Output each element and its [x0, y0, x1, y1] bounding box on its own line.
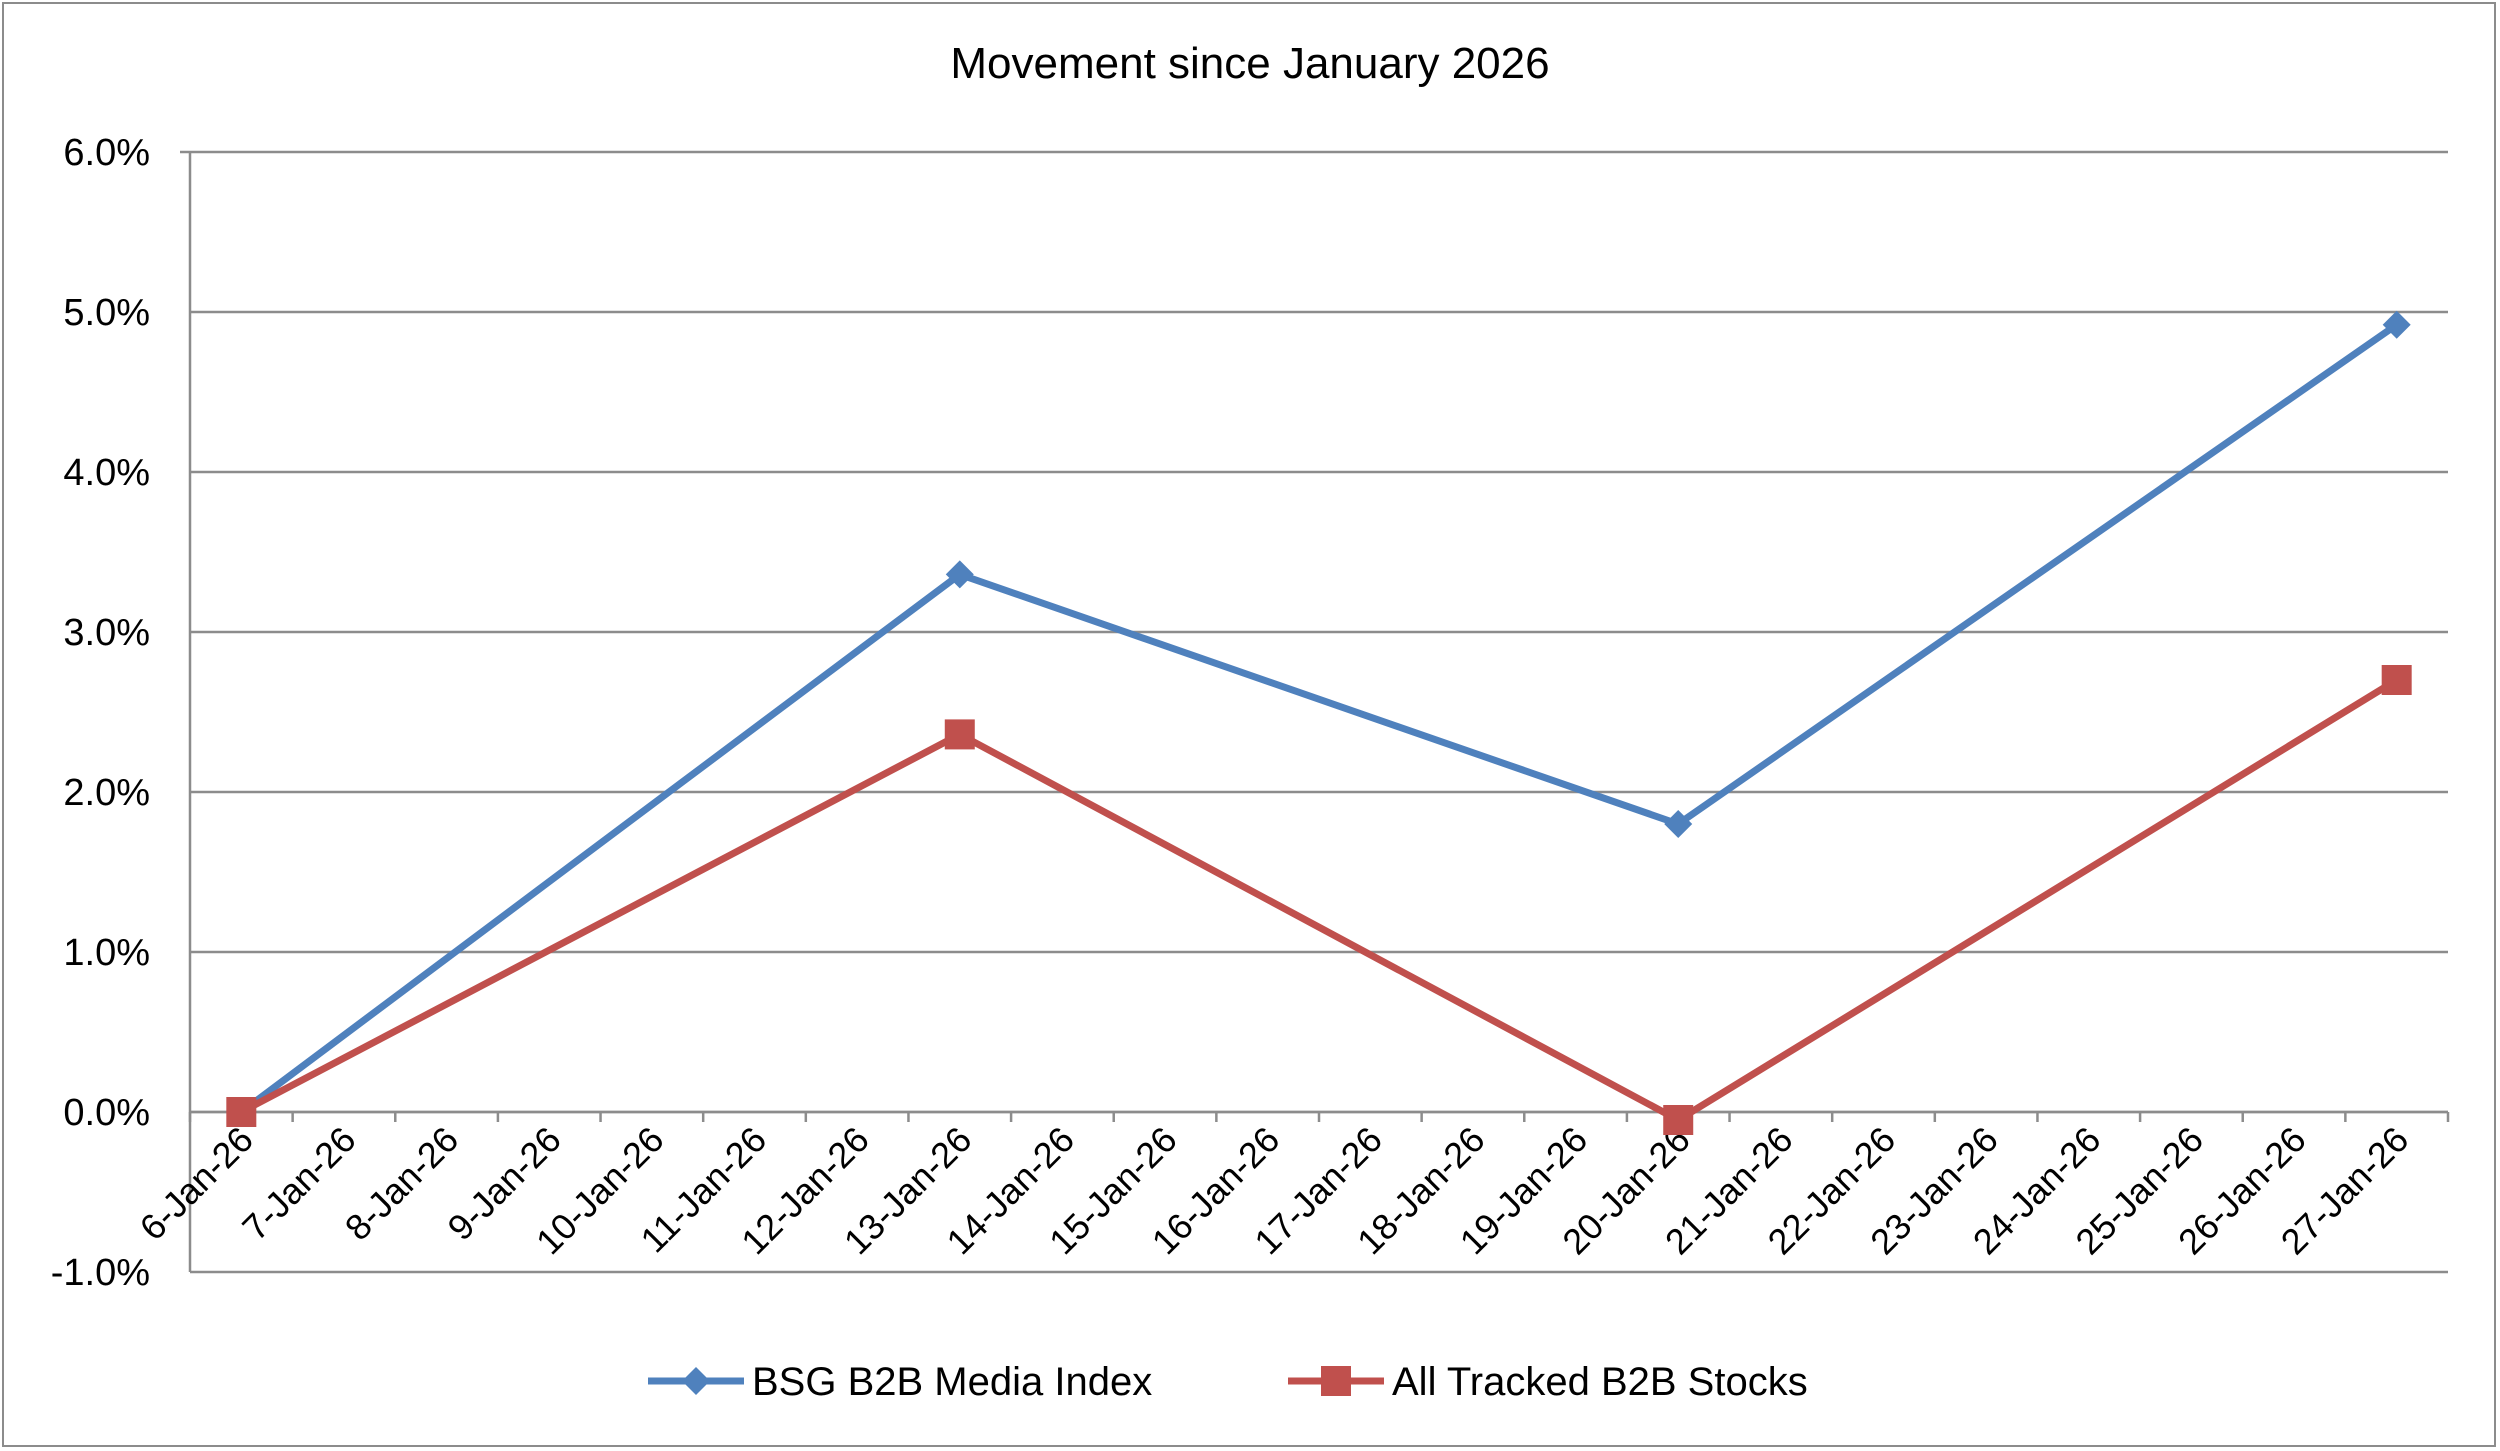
- data-point-diamond: [2382, 310, 2411, 339]
- y-tick-label: 6.0%: [63, 132, 150, 174]
- data-point-square: [226, 1097, 257, 1127]
- legend-label: BSG B2B Media Index: [752, 1360, 1152, 1404]
- x-axis-tick-labels: 6-Jan-267-Jan-268-Jan-269-Jan-2610-Jan-2…: [132, 1119, 2417, 1263]
- y-tick-label: 0.0%: [63, 1092, 150, 1134]
- series-line: [239, 321, 2399, 1115]
- y-tick-label: 2.0%: [63, 772, 150, 814]
- gridlines: [190, 150, 2448, 1274]
- data-point-square: [1663, 1105, 1694, 1135]
- legend-label: All Tracked B2B Stocks: [1392, 1360, 1808, 1404]
- series-line: [239, 677, 2399, 1124]
- data-point-diamond: [945, 560, 974, 589]
- y-tick-label: 5.0%: [63, 292, 150, 334]
- y-tick-label: 4.0%: [63, 452, 150, 494]
- series-square: [226, 665, 2412, 1135]
- legend: BSG B2B Media Index All Tracked B2B Stock…: [648, 1360, 1808, 1404]
- chart-title: Movement since January 2026: [950, 39, 1549, 88]
- data-point-diamond: [1664, 810, 1693, 838]
- series-diamond: [227, 310, 2411, 1126]
- data-point-square: [944, 719, 975, 750]
- x-tick-label: 7-Jan-26: [234, 1119, 363, 1248]
- y-tick-label: -1.0%: [51, 1252, 150, 1294]
- x-tick-label: 8-Jan-26: [337, 1119, 466, 1248]
- y-tick-label: 3.0%: [63, 612, 150, 654]
- legend-marker-diamond: [682, 1367, 710, 1395]
- data-point-square: [2381, 665, 2412, 695]
- legend-marker-square: [1321, 1366, 1351, 1396]
- x-tick-label: 6-Jan-26: [132, 1119, 261, 1248]
- axes: [180, 150, 2450, 1272]
- y-axis-tick-labels: -1.0% 0.0% 1.0% 2.0% 3.0% 4.0% 5.0% 6.0%: [51, 132, 150, 1294]
- series-layer: [226, 310, 2412, 1135]
- y-tick-label: 1.0%: [63, 932, 150, 974]
